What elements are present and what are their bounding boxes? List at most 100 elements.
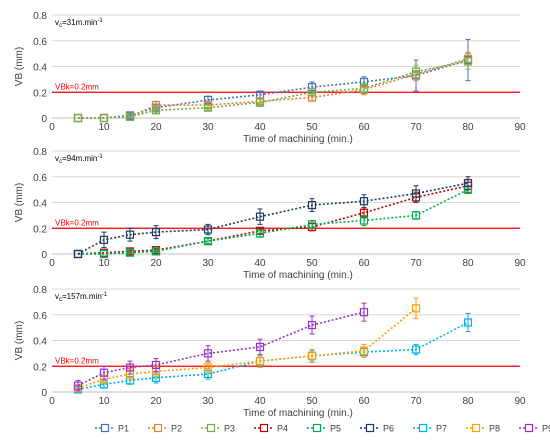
x-tick-label: 60 [358,122,370,133]
data-point [125,230,135,239]
x-tick-label: 60 [358,396,370,407]
data-point [255,98,265,107]
x-tick-label: 80 [462,258,474,269]
y-tick-label: 0.6 [33,173,47,184]
y-axis-title: VB (mm) [14,183,25,222]
legend-item-P7: P7 [413,424,447,434]
series-line [77,311,365,387]
speed-value: =31m.min [62,18,97,27]
cutting-speed-label: vc=94m.min-1 [55,154,103,165]
y-tick-label: 0.6 [33,311,47,322]
data-point [359,197,369,206]
legend-marker [418,423,428,433]
data-point [151,247,161,256]
series-P7 [73,312,473,394]
data-point [73,113,83,123]
legend-label: P7 [436,424,447,434]
y-tick-label: 0.4 [33,63,47,74]
series-line [77,321,469,391]
x-tick-label: 30 [202,258,214,269]
x-tick-label: 10 [98,258,110,269]
data-point [125,363,135,372]
legend-label: P4 [277,424,288,434]
data-point [411,345,421,354]
data-point [73,381,83,390]
legend-marker [206,423,216,433]
x-tick-label: 90 [514,122,526,133]
data-point [359,346,369,355]
series-P2 [73,51,473,123]
legend-label: P5 [330,424,341,434]
threshold-label: VBk=0.2mm [55,356,99,365]
y-tick-label: 0 [41,114,47,125]
data-point [125,112,135,121]
y-tick-label: 0.8 [33,147,47,158]
x-tick-label: 50 [306,258,318,269]
legend-marker [100,423,110,433]
legend-item-P8: P8 [466,424,500,434]
data-point [255,229,265,238]
threshold-label: VBk=0.2mm [55,82,99,91]
chart-panel-1: 0 0.2 0.4 0.6 0.8 0 10 20 30 40 50 60 70 80 90 Time of … [14,11,526,145]
data-point [203,103,213,112]
data-point [73,249,83,259]
legend-marker [365,423,375,433]
chart-panel-3: 0 0.2 0.4 0.6 0.8 0 10 20 30 40 50 60 70 80 90 Time of … [14,285,526,419]
legend-label: P6 [383,424,394,434]
threshold-label: VBk=0.2mm [55,218,99,227]
y-tick-label: 0.2 [33,362,47,373]
y-tick-label: 0.8 [33,285,47,296]
series-line [77,185,469,255]
chart-panels: 0 0.2 0.4 0.6 0.8 0 10 20 30 40 50 60 70 80 90 Time of … [14,11,526,419]
x-tick-label: 40 [254,258,266,269]
x-tick-label: 50 [306,396,318,407]
legend-label: P9 [542,424,550,434]
legend-label: P3 [224,424,235,434]
cutting-speed-label: vc=157m.min-1 [55,292,108,303]
legend-marker [312,423,322,433]
y-tick-label: 0.2 [33,88,47,99]
x-tick-label: 80 [462,396,474,407]
data-point [463,179,473,188]
x-tick-label: 70 [410,122,422,133]
data-point [359,308,369,317]
data-point [151,106,161,115]
y-tick-label: 0 [41,388,47,399]
legend-item-P2: P2 [148,424,182,434]
data-point [99,368,109,377]
x-tick-label: 10 [98,122,110,133]
legend-marker [471,423,481,433]
y-tick-label: 0 [41,250,47,261]
data-point [151,228,161,237]
x-tick-label: 0 [49,396,55,407]
speed-value: =157m.min [62,292,102,301]
x-tick-label: 80 [462,122,474,133]
data-point [307,220,317,229]
data-point [255,357,265,366]
cutting-speed-label: vc=31m.min-1 [55,18,103,29]
data-point [307,351,317,361]
x-tick-label: 90 [514,258,526,269]
y-tick-label: 0.8 [33,11,47,22]
data-point [99,249,109,259]
legend-marker [524,423,534,433]
legend-marker [259,423,269,433]
data-point [307,320,317,330]
series-P3 [73,53,473,123]
x-tick-label: 70 [410,396,422,407]
data-point [307,88,317,97]
x-tick-label: 20 [150,258,162,269]
speed-exponent: -1 [97,154,103,160]
data-point [99,113,109,123]
data-point [359,216,369,225]
x-tick-label: 20 [150,396,162,407]
data-point [255,212,265,221]
data-point [411,211,421,220]
y-tick-label: 0.4 [33,199,47,210]
data-point [411,67,421,76]
data-point [411,189,421,198]
speed-symbol: v [55,292,59,301]
x-tick-label: 50 [306,122,318,133]
series-P1 [73,38,473,123]
